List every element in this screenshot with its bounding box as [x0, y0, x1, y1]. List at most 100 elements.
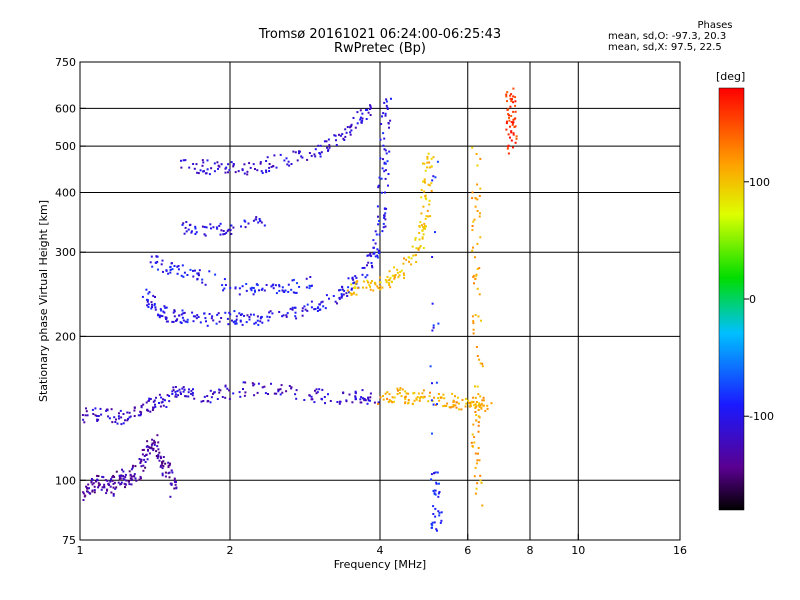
data-point — [97, 415, 100, 417]
data-point — [160, 396, 163, 399]
data-point — [351, 401, 354, 404]
data-point — [189, 223, 192, 226]
colorbar-label: [deg] — [716, 70, 746, 83]
data-point — [480, 481, 483, 484]
data-point — [182, 386, 185, 389]
data-point — [348, 291, 350, 294]
data-point — [319, 155, 322, 158]
data-point — [373, 251, 376, 254]
data-point — [171, 393, 174, 395]
data-point — [475, 273, 478, 276]
data-point — [166, 394, 169, 397]
data-point — [514, 110, 517, 113]
data-point — [433, 492, 436, 495]
data-point — [149, 446, 152, 449]
data-point — [242, 381, 245, 384]
data-point — [176, 272, 179, 275]
data-point — [474, 205, 477, 208]
data-point — [475, 419, 478, 422]
data-point — [287, 283, 290, 286]
data-point — [254, 168, 256, 170]
data-point — [83, 421, 86, 424]
data-point — [209, 389, 212, 392]
data-point — [515, 137, 518, 140]
data-point — [352, 117, 355, 119]
data-point — [279, 388, 282, 391]
data-point — [317, 144, 320, 147]
data-point — [140, 413, 142, 416]
data-point — [259, 219, 262, 222]
data-point — [214, 273, 217, 276]
data-point — [349, 133, 352, 136]
data-point — [111, 479, 114, 482]
data-point — [479, 212, 481, 215]
data-point — [306, 309, 309, 312]
data-point — [476, 459, 479, 462]
data-point — [188, 166, 191, 169]
data-point — [415, 398, 418, 401]
data-point — [339, 134, 342, 137]
data-point — [259, 161, 262, 164]
data-point — [153, 399, 156, 402]
data-point — [506, 120, 508, 123]
data-point — [474, 407, 477, 409]
data-point — [510, 121, 513, 124]
data-point — [111, 421, 114, 424]
data-point — [509, 94, 512, 97]
data-point — [160, 457, 162, 459]
data-point — [340, 295, 343, 298]
data-point — [115, 486, 118, 489]
data-point — [103, 483, 106, 486]
data-point — [472, 401, 475, 403]
data-point — [408, 260, 410, 263]
data-point — [245, 283, 248, 285]
data-point — [477, 452, 479, 455]
data-point — [454, 404, 457, 407]
data-point — [472, 320, 475, 323]
data-point — [184, 226, 187, 229]
data-point — [256, 391, 259, 394]
data-point — [365, 109, 367, 111]
data-point — [252, 163, 255, 166]
data-point — [220, 229, 223, 232]
data-point — [203, 170, 205, 173]
data-point — [407, 399, 410, 401]
data-point — [513, 126, 516, 128]
data-point — [124, 473, 127, 476]
data-point — [388, 150, 391, 153]
data-point — [445, 405, 448, 407]
data-point — [512, 101, 515, 104]
data-point — [433, 396, 436, 399]
data-point — [386, 275, 389, 278]
data-point — [204, 317, 207, 320]
data-point — [158, 459, 161, 462]
data-point — [416, 396, 419, 398]
data-point — [509, 97, 512, 100]
data-point — [115, 418, 117, 421]
data-point — [165, 306, 168, 309]
data-point — [420, 196, 423, 199]
data-point — [426, 161, 429, 164]
data-point — [432, 324, 435, 327]
data-point — [508, 119, 511, 122]
data-point — [481, 504, 484, 507]
data-point — [184, 159, 187, 162]
data-point — [434, 489, 437, 492]
data-point — [199, 321, 202, 324]
data-point — [211, 315, 214, 318]
data-point — [182, 275, 185, 278]
data-point — [514, 104, 517, 107]
data-point — [514, 100, 517, 103]
data-point — [294, 151, 297, 154]
data-point — [190, 392, 193, 395]
data-point — [229, 286, 232, 289]
data-point — [249, 287, 252, 290]
data-point — [404, 401, 407, 404]
data-point — [190, 389, 193, 392]
x-tick-label: 2 — [227, 544, 234, 557]
data-point — [225, 166, 228, 169]
data-point — [107, 415, 110, 418]
data-point — [313, 308, 316, 311]
data-point — [270, 285, 273, 288]
data-point — [387, 184, 389, 187]
